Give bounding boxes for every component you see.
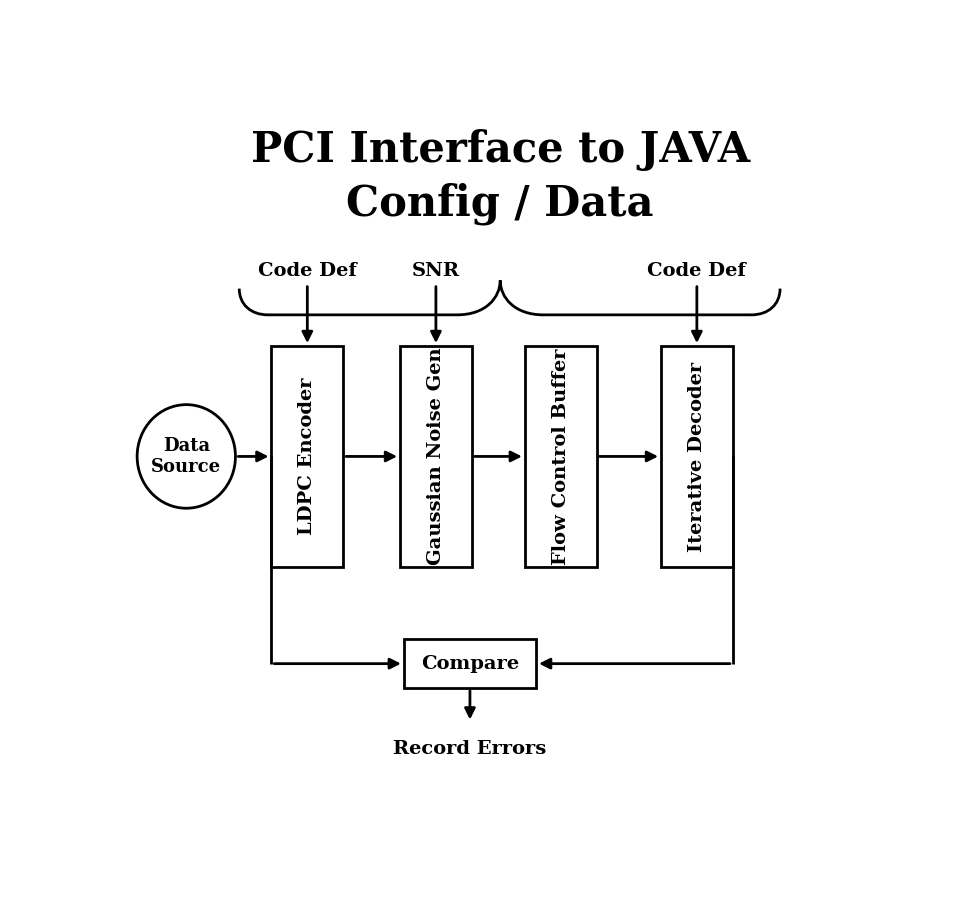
Text: Compare: Compare [421,655,519,673]
Text: LDPC Encoder: LDPC Encoder [299,378,316,536]
Text: Record Errors: Record Errors [393,740,547,758]
Text: Data
Source: Data Source [151,437,222,475]
Text: Iterative Decoder: Iterative Decoder [688,361,706,552]
Text: Gaussian Noise Gen: Gaussian Noise Gen [427,348,445,565]
Text: Code Def: Code Def [258,262,356,280]
Bar [404,640,536,688]
Bar [271,346,344,567]
Bar [525,346,596,567]
Text: Code Def: Code Def [647,262,747,280]
Text: PCI Interface to JAVA
Config / Data: PCI Interface to JAVA Config / Data [251,128,750,225]
Bar [400,346,471,567]
Text: Flow Control Buffer: Flow Control Buffer [551,348,570,565]
Bar [661,346,733,567]
Ellipse shape [137,405,235,509]
Text: SNR: SNR [412,262,460,280]
